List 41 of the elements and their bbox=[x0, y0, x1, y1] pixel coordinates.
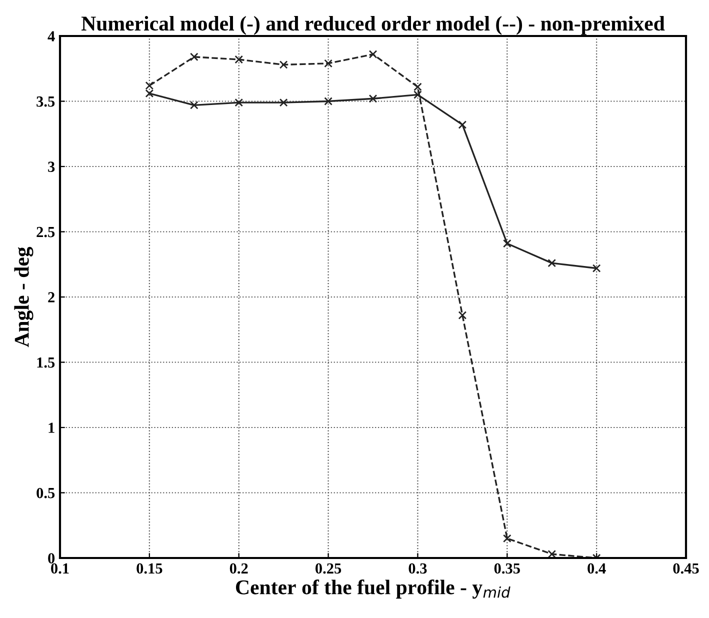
point bbox=[368, 50, 378, 58]
y-tick-label: 0.5 bbox=[36, 488, 55, 498]
point bbox=[324, 97, 332, 106]
x-tick-label: 0.1 bbox=[51, 563, 69, 574]
x-tick-label: 0.3 bbox=[408, 563, 427, 574]
point bbox=[502, 239, 512, 248]
x-tick-label: 0.15 bbox=[136, 563, 162, 574]
x-axis-title: Center of the fuel profile - y$_{mid}$ bbox=[236, 579, 510, 599]
point bbox=[145, 81, 154, 90]
point bbox=[548, 550, 556, 558]
x-tick-label: 0.45 bbox=[673, 563, 699, 574]
y-tick-label: 3 bbox=[48, 162, 55, 172]
point bbox=[234, 98, 244, 107]
point bbox=[414, 82, 422, 92]
point bbox=[234, 55, 244, 64]
chart-title: Numerical model (-) and reduced order model (--) - non-premixed bbox=[81, 16, 665, 35]
point bbox=[414, 90, 422, 99]
y-tick-label: 2.5 bbox=[36, 226, 55, 238]
y-tick-label: 2 bbox=[48, 292, 54, 302]
y-tick-label: 3.5 bbox=[36, 96, 55, 107]
point bbox=[324, 59, 332, 68]
y-tick-label: 4 bbox=[48, 31, 55, 42]
x-tick-label: 0.35 bbox=[494, 563, 520, 574]
x-tick-label: 0.4 bbox=[588, 563, 606, 574]
point bbox=[279, 60, 288, 69]
point bbox=[190, 52, 198, 62]
y-axis-title: Angle - deg bbox=[14, 246, 34, 348]
y-tick-label: 0 bbox=[48, 553, 55, 564]
point bbox=[368, 94, 378, 103]
point bbox=[592, 264, 601, 272]
point bbox=[458, 311, 467, 320]
point bbox=[190, 101, 198, 110]
point bbox=[145, 89, 154, 98]
x-tick-label: 0.2 bbox=[230, 563, 248, 574]
point bbox=[502, 534, 512, 543]
x-tick-label: 0.25 bbox=[316, 563, 342, 574]
y-tick-label: 1 bbox=[48, 422, 54, 433]
point bbox=[458, 120, 467, 129]
point bbox=[279, 98, 288, 107]
y-tick-label: 1.5 bbox=[37, 357, 55, 368]
point bbox=[548, 258, 556, 268]
